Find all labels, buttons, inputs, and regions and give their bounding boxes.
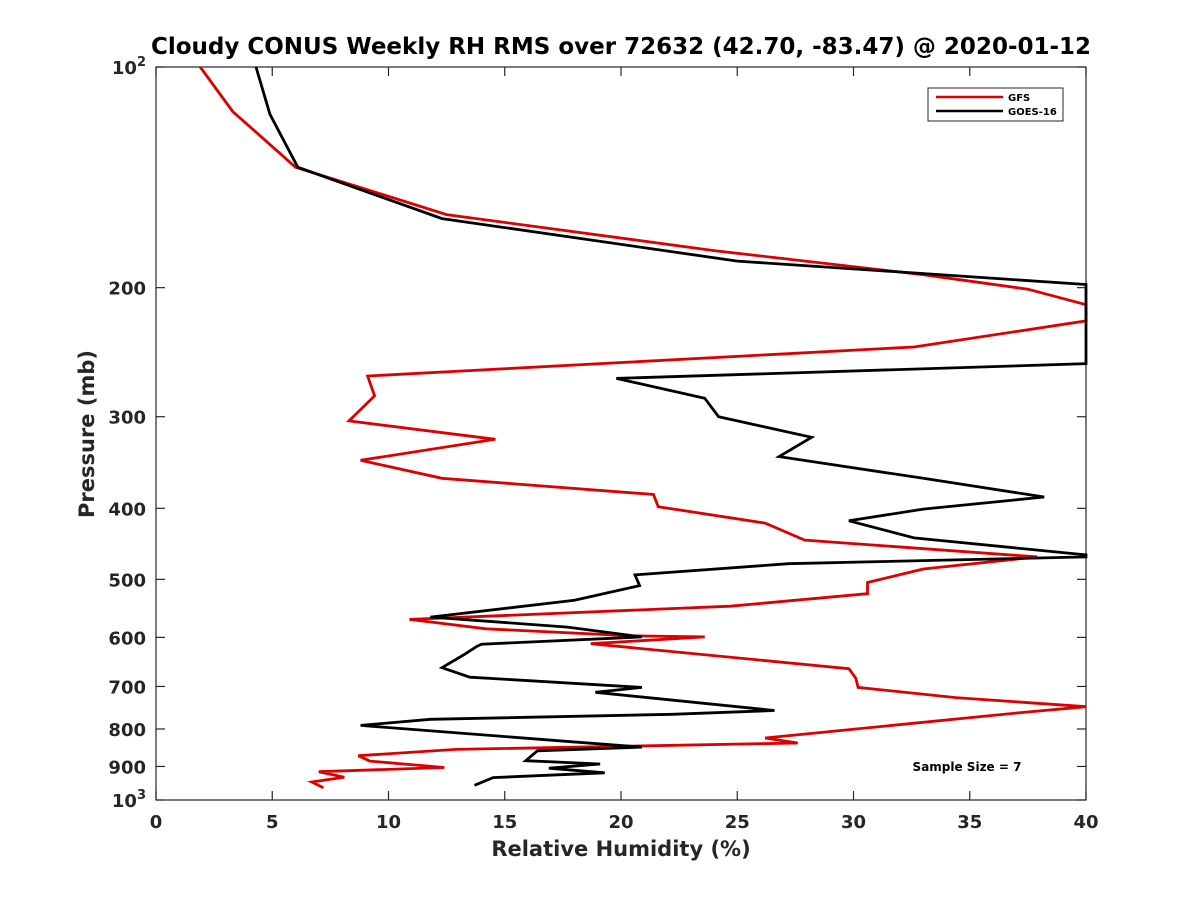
series-line-gfs <box>199 66 1088 789</box>
y-axis-label: Pressure (mb) <box>75 350 99 518</box>
legend-box <box>927 87 1064 122</box>
x-tick-label: 15 <box>492 812 517 833</box>
y-tick-label: 400 <box>108 499 146 520</box>
y-tick-label: 900 <box>108 757 146 778</box>
y-tick-label: 300 <box>108 408 146 429</box>
sample-size-annotation: Sample Size = 7 <box>913 760 1022 774</box>
legend: GFS GOES-16 <box>927 87 1064 122</box>
x-tick-label: 35 <box>957 812 982 833</box>
x-tick-label: 40 <box>1073 812 1098 833</box>
x-tick-label: 20 <box>608 812 633 833</box>
y-tick-label: 600 <box>108 628 146 649</box>
y-tick-label: 200 <box>108 279 146 300</box>
x-axis-ticks: 0 5 10 15 20 25 30 35 40 <box>150 67 1099 833</box>
series-layer <box>199 66 1088 789</box>
y-tick-label: 500 <box>108 570 146 591</box>
y-axis-ticks: 102 200 300 400 500 600 700 800 900 103 <box>108 55 1086 812</box>
x-axis-label: Relative Humidity (%) <box>491 837 750 861</box>
x-tick-label: 5 <box>266 812 279 833</box>
series-line-goes-16 <box>254 66 1088 787</box>
y-tick-label: 103 <box>112 788 146 812</box>
x-tick-label: 0 <box>150 812 163 833</box>
y-tick-label: 102 <box>112 55 146 79</box>
x-tick-label: 25 <box>725 812 750 833</box>
y-tick-label: 700 <box>108 677 146 698</box>
chart-title: Cloudy CONUS Weekly RH RMS over 72632 (4… <box>151 34 1091 60</box>
x-tick-label: 30 <box>841 812 866 833</box>
legend-label-goes16: GOES-16 <box>1008 107 1057 118</box>
y-tick-label: 800 <box>108 720 146 741</box>
legend-label-gfs: GFS <box>1008 93 1030 104</box>
x-tick-label: 10 <box>376 812 401 833</box>
